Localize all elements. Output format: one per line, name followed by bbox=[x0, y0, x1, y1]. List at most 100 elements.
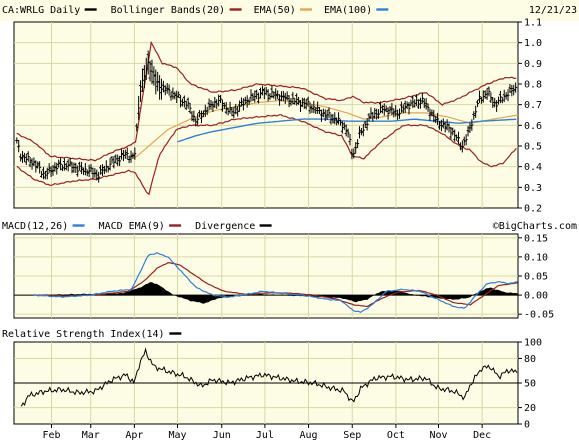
ohlc-bar bbox=[95, 169, 99, 181]
bollinger-lower-line bbox=[16, 114, 517, 196]
ohlc-bar bbox=[363, 121, 367, 128]
ohlc-bar bbox=[198, 110, 202, 118]
y-tick-label: 0.9 bbox=[524, 59, 542, 70]
ohlc-bar bbox=[89, 164, 93, 173]
ohlc-bar bbox=[276, 90, 280, 100]
ohlc-bar bbox=[340, 121, 344, 134]
ohlc-bar bbox=[430, 109, 434, 117]
ohlc-bar bbox=[506, 89, 510, 102]
ohlc-bar bbox=[447, 123, 451, 133]
ohlc-bar bbox=[234, 103, 238, 115]
ohlc-bar bbox=[40, 170, 44, 178]
ohlc-bar bbox=[34, 160, 38, 173]
ohlc-bar bbox=[21, 150, 25, 163]
x-axis-months: Feb Mar Apr May Jun Jul Aug Sep Oct Nov Dec bbox=[42, 424, 491, 441]
ohlc-bar bbox=[68, 157, 72, 167]
ohlc-bar bbox=[466, 125, 470, 137]
ohlc-bar bbox=[268, 93, 272, 100]
legend-label: Bollinger Bands(20) bbox=[111, 5, 225, 16]
ohlc-bar bbox=[329, 113, 333, 125]
ohlc-bar bbox=[472, 111, 476, 120]
ohlc-bar bbox=[398, 108, 402, 119]
ohlc-bar bbox=[510, 84, 514, 97]
ohlc-bar bbox=[222, 102, 226, 109]
ohlc-bar bbox=[199, 110, 203, 124]
ohlc-bar bbox=[251, 92, 255, 102]
ohlc-bar bbox=[180, 98, 184, 107]
ohlc-bar bbox=[437, 121, 441, 130]
ohlc-bar bbox=[144, 57, 148, 81]
macd-panel: MACD(12,26) MACD EMA(9) Divergence ©BigChar… bbox=[2, 221, 577, 321]
ema50-line bbox=[134, 99, 519, 159]
ohlc-bar bbox=[167, 84, 171, 96]
ohlc-bar bbox=[104, 160, 108, 173]
ohlc-bar bbox=[358, 126, 362, 139]
legend-label: EMA(50) bbox=[254, 5, 296, 16]
ohlc-bar bbox=[112, 156, 116, 169]
ohlc-bar bbox=[177, 91, 181, 98]
ohlc-bar bbox=[504, 92, 508, 100]
ohlc-bar bbox=[308, 102, 312, 114]
ohlc-bar bbox=[118, 155, 122, 167]
ohlc-bar bbox=[411, 95, 415, 109]
ohlc-bar bbox=[184, 100, 188, 110]
ohlc-bar bbox=[83, 162, 87, 176]
ohlc-bar bbox=[74, 162, 78, 174]
ohlc-bar bbox=[361, 123, 365, 137]
bollinger-upper-line bbox=[16, 40, 517, 162]
price-series-group bbox=[15, 40, 519, 196]
ohlc-bar bbox=[457, 131, 461, 145]
ohlc-bar bbox=[483, 90, 487, 99]
ohlc-bar bbox=[70, 162, 74, 174]
x-tick-label: Dec bbox=[473, 430, 491, 441]
ohlc-bar bbox=[148, 60, 152, 82]
ohlc-bar bbox=[241, 98, 245, 111]
ohlc-bar bbox=[135, 123, 139, 132]
ohlc-bar bbox=[436, 112, 440, 126]
ohlc-bar bbox=[173, 91, 177, 100]
ohlc-bar bbox=[401, 104, 405, 114]
ohlc-bar bbox=[291, 92, 295, 105]
x-tick-label: Feb bbox=[42, 430, 60, 441]
ohlc-bar bbox=[196, 113, 200, 126]
ohlc-bar bbox=[346, 128, 350, 138]
ohlc-bar bbox=[106, 165, 110, 173]
ohlc-bar bbox=[72, 162, 76, 173]
ohlc-bar bbox=[270, 85, 274, 99]
price-panel: CA:WRLG Daily Bollinger Bands(20) EMA(50) E… bbox=[0, 0, 579, 215]
ohlc-bar bbox=[274, 88, 278, 101]
ohlc-bar bbox=[420, 92, 424, 104]
ohlc-bar bbox=[281, 90, 285, 102]
y-tick-label: 0.4 bbox=[524, 162, 542, 173]
y-tick-label: 0 bbox=[524, 420, 530, 431]
ohlc-bar bbox=[266, 89, 270, 102]
x-tick-label: Jun bbox=[213, 430, 231, 441]
price-gridlines bbox=[14, 22, 518, 208]
ohlc-bar bbox=[53, 162, 57, 172]
ohlc-bar bbox=[298, 100, 302, 112]
ohlc-bar bbox=[211, 101, 215, 113]
y-tick-label: 0.8 bbox=[524, 80, 542, 91]
ohlc-bar bbox=[160, 78, 164, 100]
ohlc-bar bbox=[253, 90, 257, 103]
legend-label: MACD(12,26) bbox=[2, 221, 68, 232]
price-legend: CA:WRLG Daily Bollinger Bands(20) EMA(50) E… bbox=[2, 5, 577, 16]
ohlc-bar bbox=[85, 169, 89, 177]
rsi-y-axis: 100 80 50 20 0 bbox=[518, 338, 542, 431]
ohlc-bar bbox=[192, 110, 196, 123]
x-tick-label: Sep bbox=[343, 430, 361, 441]
ohlc-bar bbox=[114, 154, 118, 164]
ohlc-bar bbox=[378, 101, 382, 114]
y-tick-label: 0.6 bbox=[524, 121, 542, 132]
y-tick-label: 50 bbox=[524, 379, 536, 390]
ohlc-bar bbox=[460, 140, 464, 153]
ohlc-bar bbox=[38, 161, 42, 174]
y-tick-label: 0.5 bbox=[524, 142, 542, 153]
ohlc-bar bbox=[495, 100, 499, 112]
ohlc-bar bbox=[188, 102, 192, 114]
rsi-panel: Relative Strength Index(14) 100 80 50 20 0 bbox=[2, 329, 542, 431]
ohlc-bar bbox=[137, 95, 141, 121]
ohlc-bar bbox=[243, 96, 247, 105]
